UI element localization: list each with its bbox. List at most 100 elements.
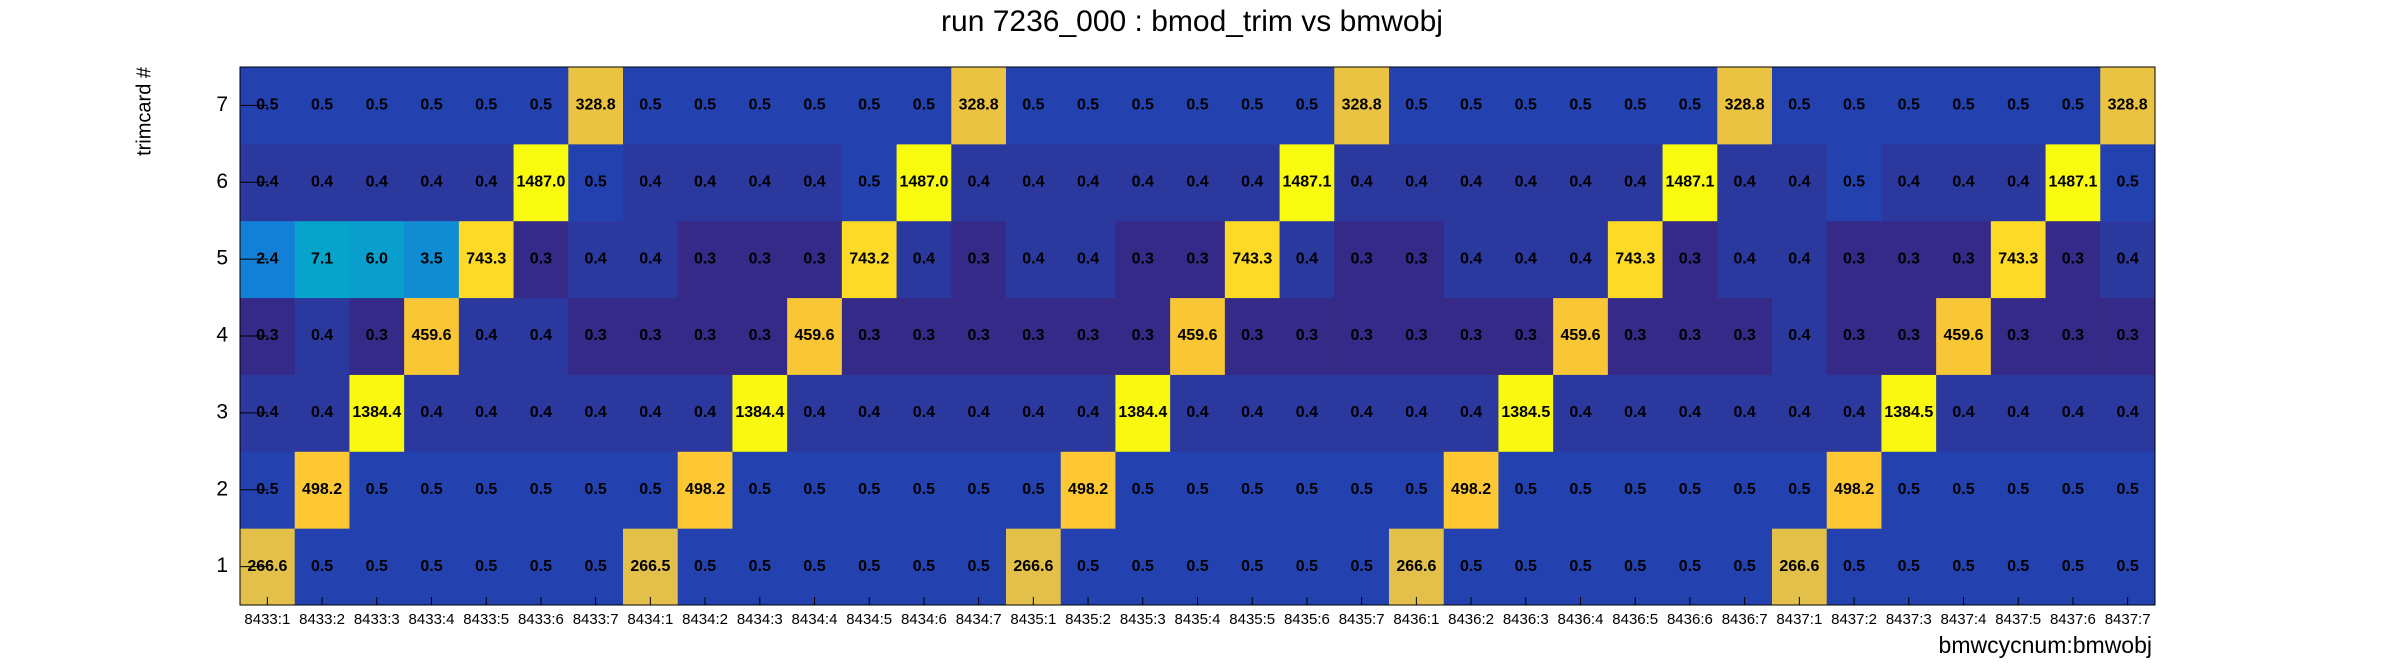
- cell-label: 0.4: [1788, 250, 1810, 267]
- cell: [1279, 67, 1335, 145]
- cell: [1498, 451, 1554, 529]
- cell: [294, 143, 350, 222]
- cell-label: 0.3: [1515, 327, 1537, 344]
- cell-label: 0.4: [1569, 404, 1591, 421]
- cell-label: 0.5: [1952, 558, 1974, 575]
- cell: [1772, 143, 1828, 222]
- x-tick-label: 8436:1: [1393, 611, 1439, 628]
- cell: [1990, 220, 2047, 299]
- cell-label: 0.4: [803, 404, 825, 421]
- cell: [1389, 67, 1445, 145]
- x-tick-label: 8435:3: [1120, 611, 1166, 628]
- cell-label: 0.4: [1734, 174, 1756, 191]
- cell-label: 0.5: [749, 558, 771, 575]
- cell-label: 0.4: [913, 404, 935, 421]
- cell-label: 0.4: [2117, 250, 2139, 267]
- cell-label: 0.5: [1351, 481, 1373, 498]
- y-tick-label: 7: [216, 93, 228, 116]
- x-tick-label: 8436:3: [1503, 611, 1549, 628]
- cell: [1936, 220, 1992, 299]
- cell: [294, 297, 350, 375]
- x-tick-label: 8436:7: [1722, 611, 1768, 628]
- cell: [1170, 451, 1226, 529]
- cell-label: 0.4: [1186, 404, 1208, 421]
- cell: [1060, 374, 1116, 452]
- cell: [1498, 374, 1554, 452]
- cell-label: 0.5: [803, 558, 825, 575]
- cell: [1279, 297, 1335, 375]
- cell-label: 0.4: [1788, 404, 1810, 421]
- cell: [787, 297, 843, 375]
- cell-label: 0.4: [585, 404, 607, 421]
- cell-label: 0.5: [1460, 558, 1482, 575]
- cell-label: 0.4: [1022, 404, 1044, 421]
- cell-label: 0.5: [420, 97, 442, 114]
- cell: [513, 528, 569, 606]
- cell: [1389, 143, 1445, 222]
- cell-label: 498.2: [1451, 481, 1491, 498]
- cell: [896, 528, 952, 606]
- x-tick-label: 8437:5: [1995, 611, 2041, 628]
- cell: [513, 374, 569, 452]
- x-tick-label: 8433:1: [244, 611, 290, 628]
- cell-label: 0.5: [1077, 97, 1099, 114]
- cell: [1389, 374, 1445, 452]
- x-tick-label: 8437:4: [1941, 611, 1987, 628]
- cell: [951, 220, 1007, 299]
- cell-label: 0.5: [913, 481, 935, 498]
- cell: [787, 143, 843, 222]
- x-tick-label: 8434:4: [792, 611, 838, 628]
- cell: [1224, 451, 1281, 529]
- cell-label: 0.5: [366, 481, 388, 498]
- cell: [1881, 451, 1937, 529]
- cell: [513, 220, 569, 299]
- cell-label: 0.3: [1132, 250, 1154, 267]
- cell-label: 0.5: [420, 481, 442, 498]
- cell: [294, 67, 350, 145]
- cell-label: 0.5: [1952, 97, 1974, 114]
- cell: [841, 451, 898, 529]
- cell-label: 0.5: [1351, 558, 1373, 575]
- cell-label: 0.5: [1405, 481, 1427, 498]
- cell: [1443, 143, 1499, 222]
- cell: [1826, 220, 1882, 299]
- cell: [841, 220, 898, 299]
- cell: [1826, 67, 1882, 145]
- cell: [1717, 67, 1773, 145]
- cell-label: 0.5: [2007, 481, 2029, 498]
- cell-label: 0.5: [1624, 97, 1646, 114]
- cell: [1826, 374, 1882, 452]
- cell: [2045, 67, 2101, 145]
- x-tick-label: 8434:6: [901, 611, 947, 628]
- cell: [1607, 220, 1664, 299]
- cell-label: 0.3: [694, 250, 716, 267]
- cell-label: 0.5: [1186, 97, 1208, 114]
- cell-label: 328.8: [1342, 97, 1382, 114]
- cell: [349, 528, 405, 606]
- cell: [787, 528, 843, 606]
- cell: [1224, 528, 1281, 606]
- cell: [1772, 220, 1828, 299]
- cell: [1826, 143, 1882, 222]
- y-tick-label: 6: [216, 170, 228, 193]
- cell: [1170, 297, 1226, 375]
- cell: [1990, 143, 2047, 222]
- cell-label: 0.4: [2117, 404, 2139, 421]
- cell: [1224, 67, 1281, 145]
- cell: [1936, 143, 1992, 222]
- cell: [568, 143, 624, 222]
- cell-label: 0.3: [968, 327, 990, 344]
- cell: [1662, 143, 1718, 222]
- cell-label: 0.5: [2117, 558, 2139, 575]
- y-tick-label: 4: [216, 324, 228, 347]
- cell-label: 0.4: [1132, 174, 1154, 191]
- cell-label: 0.4: [1022, 250, 1044, 267]
- cell-label: 0.5: [968, 558, 990, 575]
- cell-label: 0.5: [530, 481, 552, 498]
- cell-label: 0.5: [475, 97, 497, 114]
- cell: [1334, 528, 1390, 606]
- cell: [951, 67, 1007, 145]
- cell: [1662, 297, 1718, 375]
- cell-label: 0.5: [1569, 481, 1591, 498]
